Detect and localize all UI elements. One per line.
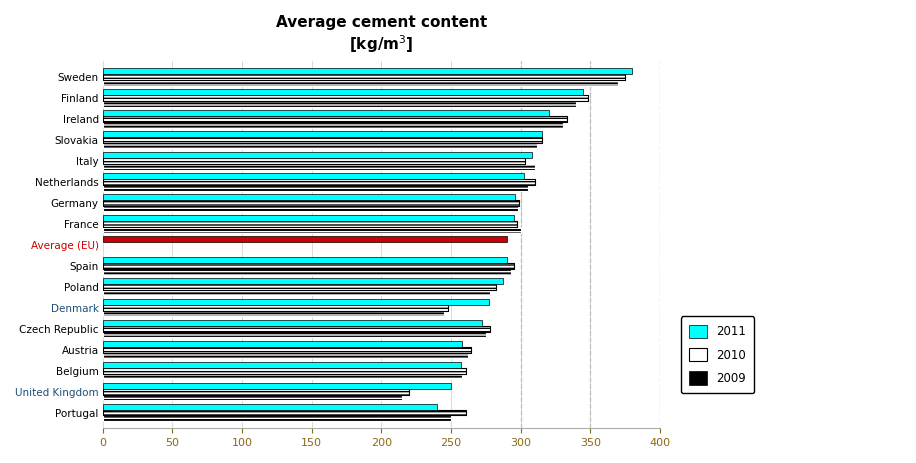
Bar: [103, 101, 576, 106]
Bar: [103, 388, 409, 394]
Bar: [103, 368, 466, 374]
Bar: [103, 374, 463, 379]
Bar: [103, 341, 463, 347]
Bar: [103, 200, 519, 206]
Bar: [103, 110, 549, 116]
Bar: [103, 206, 518, 212]
Bar: [103, 221, 517, 227]
Bar: [103, 221, 517, 227]
Bar: [103, 290, 490, 295]
Legend: 2011, 2010, 2009: 2011, 2010, 2009: [681, 316, 755, 393]
Bar: [103, 257, 507, 263]
Bar: [103, 311, 444, 317]
Bar: [103, 415, 451, 421]
Bar: [103, 164, 535, 169]
Bar: [103, 74, 626, 80]
Bar: [103, 299, 489, 305]
Bar: [103, 332, 485, 338]
Bar: [103, 80, 618, 86]
Bar: [103, 80, 618, 86]
Bar: [103, 394, 402, 400]
Bar: [103, 194, 515, 200]
Bar: [103, 352, 468, 358]
Bar: [103, 179, 535, 185]
Bar: [103, 368, 466, 374]
Bar: [103, 227, 520, 232]
Bar: [103, 290, 490, 295]
Bar: [103, 347, 471, 352]
Bar: [103, 74, 626, 80]
Bar: [103, 185, 528, 191]
Bar: [103, 173, 524, 179]
Bar: [103, 122, 562, 128]
Bar: [103, 116, 567, 122]
Bar: [103, 89, 583, 95]
Bar: [103, 404, 437, 410]
Bar: [103, 332, 485, 338]
Bar: [103, 347, 471, 352]
Bar: [103, 164, 535, 169]
Bar: [103, 95, 587, 101]
Bar: [103, 362, 461, 368]
Bar: [103, 305, 448, 311]
Bar: [103, 415, 451, 421]
Bar: [103, 179, 535, 185]
Bar: [103, 131, 541, 137]
Bar: [103, 95, 587, 101]
Bar: [103, 137, 541, 143]
Bar: [103, 284, 496, 290]
Bar: [103, 152, 532, 158]
Bar: [103, 263, 514, 269]
Title: Average cement content
[kg/m$^3$]: Average cement content [kg/m$^3$]: [276, 15, 487, 55]
Bar: [103, 185, 528, 191]
Bar: [103, 200, 519, 206]
Bar: [103, 320, 482, 325]
Bar: [103, 206, 518, 212]
Bar: [103, 305, 448, 311]
Bar: [103, 215, 514, 221]
Bar: [103, 311, 444, 317]
Bar: [103, 236, 507, 242]
Bar: [103, 284, 496, 290]
Bar: [103, 410, 466, 415]
Bar: [103, 116, 567, 122]
Bar: [103, 269, 511, 275]
Bar: [103, 227, 520, 232]
Bar: [103, 122, 562, 128]
Bar: [103, 269, 511, 275]
Bar: [103, 325, 490, 332]
Bar: [103, 143, 538, 149]
Bar: [103, 278, 503, 284]
Bar: [103, 68, 632, 74]
Bar: [103, 374, 463, 379]
Bar: [103, 158, 525, 164]
Bar: [103, 143, 538, 149]
Bar: [103, 388, 409, 394]
Bar: [103, 410, 466, 415]
Bar: [103, 325, 490, 332]
Bar: [103, 158, 525, 164]
Bar: [103, 263, 514, 269]
Bar: [103, 394, 402, 400]
Bar: [103, 383, 451, 388]
Bar: [103, 352, 468, 358]
Bar: [103, 137, 541, 143]
Bar: [103, 101, 576, 106]
